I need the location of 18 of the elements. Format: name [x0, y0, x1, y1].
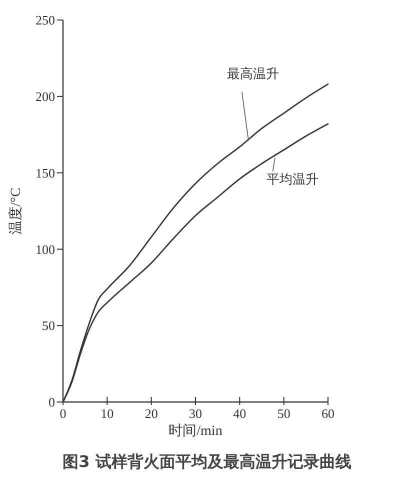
y-tick-label: 0 [48, 394, 55, 410]
x-tick-label: 50 [277, 406, 290, 421]
y-tick-label: 250 [36, 12, 55, 28]
y-tick-label: 150 [36, 165, 55, 180]
y-tick-label: 200 [36, 88, 55, 104]
y-tick-label: 100 [36, 242, 55, 257]
x-tick-label: 40 [233, 406, 246, 421]
x-tick-label: 0 [60, 406, 66, 421]
y-axis-title: 温度/°C [8, 188, 24, 234]
x-tick-label: 30 [189, 406, 202, 421]
x-tick-label: 10 [100, 406, 114, 421]
x-tick-label: 60 [322, 406, 334, 421]
text: 图3 试样背火面平均及最高温升记录曲线 [62, 452, 352, 471]
x-axis-title: 时间/min [168, 423, 222, 439]
y-tick-label: 50 [42, 318, 55, 334]
text: 最高温升 [226, 66, 279, 82]
x-tick-label: 20 [144, 406, 158, 421]
series-label: 平均温升 [266, 171, 319, 186]
